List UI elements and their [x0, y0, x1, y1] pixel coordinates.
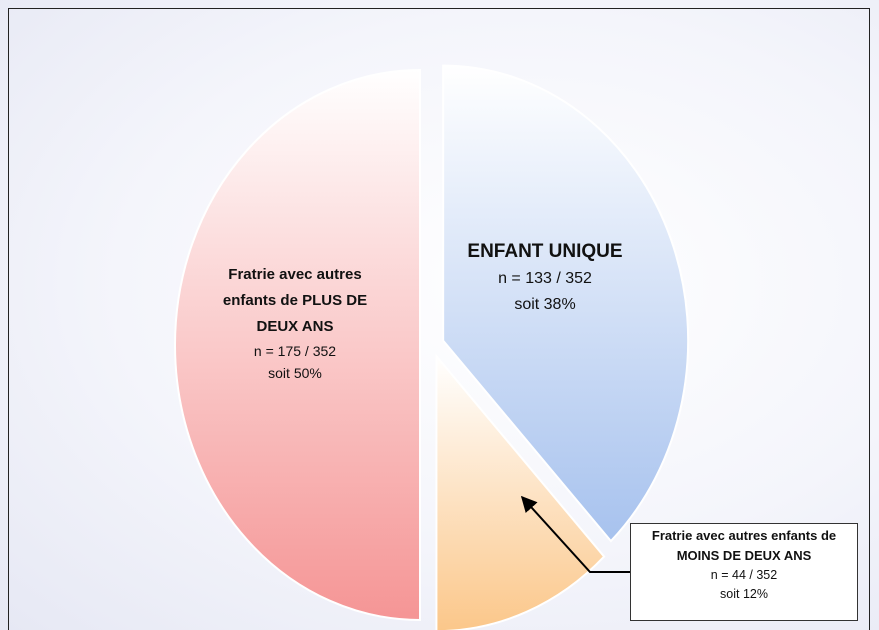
slice-name: ENFANT UNIQUE — [467, 241, 623, 262]
slice-label: ENFANT UNIQUE n = 133 / 352 soit 38% — [445, 238, 645, 318]
slice-percent: soit 12% — [720, 587, 768, 601]
slice-count: n = 133 / 352 — [498, 270, 592, 287]
slice-count: n = 175 / 352 — [253, 343, 337, 359]
slice-percent: soit 50% — [268, 365, 322, 381]
callout-box — [630, 523, 858, 621]
pie-slice — [442, 64, 690, 543]
chart-border — [8, 8, 870, 630]
slice-label: Fratrie avec autres enfants de MOINS DE … — [636, 526, 852, 604]
slice-percent: soit 38% — [514, 296, 576, 313]
pie-slice — [174, 68, 421, 622]
slice-name: Fratrie avec autres enfants de PLUS DE D… — [222, 266, 368, 335]
slice-label: Fratrie avec autres enfants de PLUS DE D… — [210, 262, 380, 384]
slice-name: Fratrie avec autres enfants de MOINS DE … — [651, 528, 837, 563]
slice-count: n = 44 / 352 — [710, 568, 778, 582]
